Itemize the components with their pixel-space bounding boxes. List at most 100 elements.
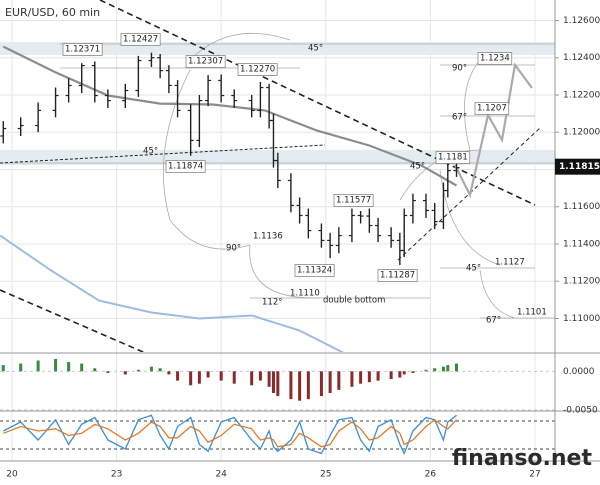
watermark: finanso.net [452,446,593,471]
annotation: 45° [466,264,481,274]
macd-bar [398,371,402,378]
annotation: 45° [410,162,425,172]
x-tick-label: 25 [320,470,331,480]
annotation: 1.1127 [495,258,525,268]
macd-bar [232,371,236,384]
y-tick-label: 1.11000 [563,314,600,324]
annotation: 1.1110 [290,289,320,299]
annotation-box [120,33,161,46]
annotation-box [477,52,513,65]
annotation: 1.1181 [438,153,468,163]
annotation-box [333,194,374,207]
x-tick-label: 23 [111,470,122,480]
macd-bar [149,366,153,372]
annotation: 90° [226,244,241,254]
axes: 1.126001.124001.122001.120001.118001.116… [6,16,600,480]
macd-bar [337,371,341,390]
macd-bar [455,363,459,372]
macd-bar [250,371,254,386]
annotation: 67° [486,316,501,326]
y-tick-label: 1.12400 [563,53,600,63]
macd-bar [289,371,293,400]
annotation-box [62,43,103,56]
annotation-box [185,55,226,68]
y-tick-label: 0.0000 [563,367,595,377]
macd-bar [219,371,223,381]
macd-bar [197,371,201,384]
annotation: 1.1234 [480,54,510,64]
macd-bar [106,371,110,373]
macd-bar [446,365,450,372]
y-tick-label: 1.12000 [563,128,600,138]
annotation: 1.1101 [517,308,547,318]
macd-bar [424,369,428,372]
macd-bar [402,371,406,375]
annotation-box [377,269,418,282]
macd-bar [441,366,445,372]
macd-bar [206,371,210,378]
annotation-box [294,264,335,277]
annotations: 1.12371 1.12427 1.12307 1.12270 45° 45° … [62,33,547,326]
macd-bar [267,371,271,387]
macd-bar [54,358,58,372]
annotation-box [435,151,471,164]
macd-bar [389,371,393,380]
macd-bar [271,371,275,393]
annotation: 1.11577 [336,196,371,206]
annotation: 1.12270 [240,65,275,75]
macd-bar [158,368,162,372]
annotation: 1.12427 [123,35,158,45]
macd-bar [123,371,127,375]
macd-bar [167,371,171,375]
annotation: 1.11324 [297,266,332,276]
annotation: 90° [452,64,467,74]
chart-title: EUR/USD, 60 min [5,6,100,19]
x-tick-label: 20 [6,470,18,480]
macd-bar [67,362,71,372]
stochastic-panel [0,414,555,456]
x-tick-label: 26 [425,470,437,480]
macd-bar [176,371,180,381]
moving-average [0,234,344,352]
annotation: 67° [452,113,467,123]
macd-bar [276,371,280,397]
annotation: 1.12371 [65,45,100,55]
macd-bar [306,371,310,400]
macd-bar [189,371,193,386]
y-tick-label: 1.11200 [563,277,600,287]
annotation-box [165,160,206,173]
annotation: 1.1136 [253,232,283,242]
macd-bar [19,363,23,372]
x-tick-label: 24 [215,470,227,480]
annotation: 45° [143,147,158,157]
macd-bar [93,368,97,372]
annotation: 1.11287 [380,271,415,281]
macd-bar [359,371,363,384]
macd-bar [350,371,354,387]
macd-bar [328,371,332,393]
price-tag-label: 1.11815 [559,162,600,172]
macd-bar [298,371,302,401]
macd-bar [258,371,262,381]
annotation: double bottom [323,296,385,306]
annotation-box [237,63,278,76]
price-tag [555,158,600,175]
macd-bar [367,371,371,383]
stochastic-d [3,418,457,448]
macd-bar [1,365,5,372]
y-tick-label: 1.12600 [563,16,600,26]
macd-bar [376,371,380,381]
y-tick-label: 1.11400 [563,239,600,249]
y-tick-label: 1.11600 [563,202,600,212]
stochastic-k [3,414,457,456]
x-tick-label: 27 [529,470,540,480]
macd-panel [0,358,555,411]
annotation-box [474,102,510,115]
macd-bar [80,363,84,372]
annotation: 112° [262,298,282,308]
annotation: 45° [308,44,323,54]
macd-bar [411,371,415,373]
annotation: 1.11874 [168,162,203,172]
annotation: 1.1207 [477,104,507,114]
